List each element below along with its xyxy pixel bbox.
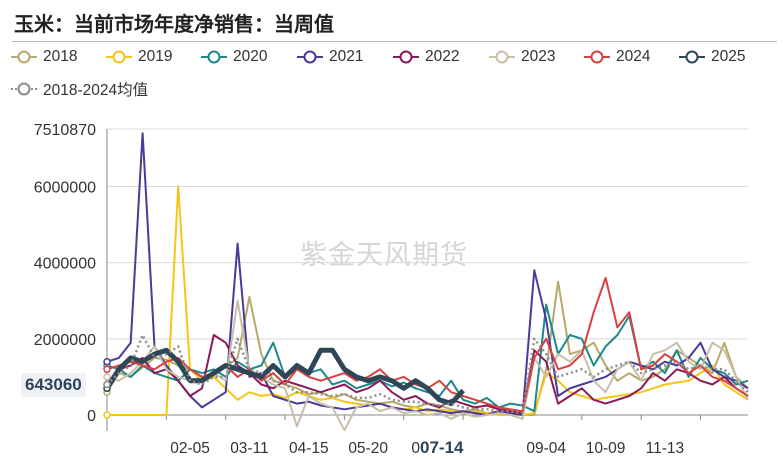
legend-swatch — [489, 50, 515, 64]
series-point — [103, 411, 111, 419]
y-tick-label: 6000000 — [34, 180, 96, 197]
legend-label: 2021 — [329, 48, 364, 65]
legend-item[interactable]: 2024 — [583, 48, 650, 66]
legend-label: 2022 — [425, 48, 460, 65]
x-tick-label: 02-05 — [170, 440, 210, 457]
legend-item[interactable]: 2025 — [678, 48, 745, 66]
series-point — [103, 357, 111, 366]
x-tick-label: 11-13 — [646, 440, 685, 457]
y-tick-label: 7510870 — [34, 122, 96, 139]
series-line-2019 — [107, 185, 749, 416]
series-line-2018 — [106, 280, 749, 416]
y-tick-label: 4000000 — [34, 256, 96, 273]
legend-swatch — [584, 50, 610, 64]
legend-item[interactable]: 2023 — [488, 48, 555, 66]
legend-swatch — [11, 50, 37, 64]
legend-swatch — [393, 50, 419, 64]
x-tick-label: 09-04 — [526, 440, 566, 457]
x-tick-label: 04-15 — [289, 440, 329, 457]
legend-swatch — [297, 50, 323, 64]
legend-label: 2018 — [43, 48, 78, 65]
legend-label: 2020 — [233, 48, 268, 65]
series-point — [103, 365, 111, 374]
x-tick-label: 05-20 — [348, 440, 388, 457]
legend-label: 2023 — [521, 48, 556, 65]
chart-title: 玉米：当前市场年度净销售：当周值 — [14, 12, 334, 36]
series-point — [103, 373, 111, 381]
legend-item[interactable]: 2018-2024均值 — [10, 78, 148, 100]
current-value-label: 643060 — [21, 373, 86, 397]
legend-swatch — [106, 50, 132, 64]
legend-item[interactable]: 2018 — [10, 48, 77, 66]
series-line-2018-2024均值 — [106, 333, 749, 415]
title-divider — [12, 41, 777, 42]
x-tick-label: 10-09 — [586, 440, 626, 457]
highlight-x-label: 07-14 — [420, 438, 464, 457]
legend-label: 2025 — [711, 48, 746, 65]
series-line-2025 — [104, 347, 465, 407]
y-tick-label: 2000000 — [34, 332, 96, 349]
series-point — [103, 380, 111, 389]
x-tick-label: 03-11 — [230, 440, 269, 457]
legend-label: 2024 — [616, 48, 651, 65]
legend-swatch — [11, 82, 37, 96]
legend-item[interactable]: 2020 — [200, 48, 267, 66]
legend-swatch — [679, 50, 705, 64]
legend-item[interactable]: 2019 — [105, 48, 172, 66]
legend-label: 2018-2024均值 — [43, 82, 149, 99]
x-tick-label: 0 — [411, 440, 420, 457]
y-tick-label: 0 — [87, 408, 96, 425]
legend-item[interactable]: 2021 — [296, 48, 363, 66]
series-line-2022 — [106, 334, 749, 415]
legend-item[interactable]: 2022 — [392, 48, 459, 66]
legend-swatch — [201, 50, 227, 64]
legend-label: 2019 — [138, 48, 173, 65]
watermark: 紫金天风期货 — [300, 240, 468, 271]
